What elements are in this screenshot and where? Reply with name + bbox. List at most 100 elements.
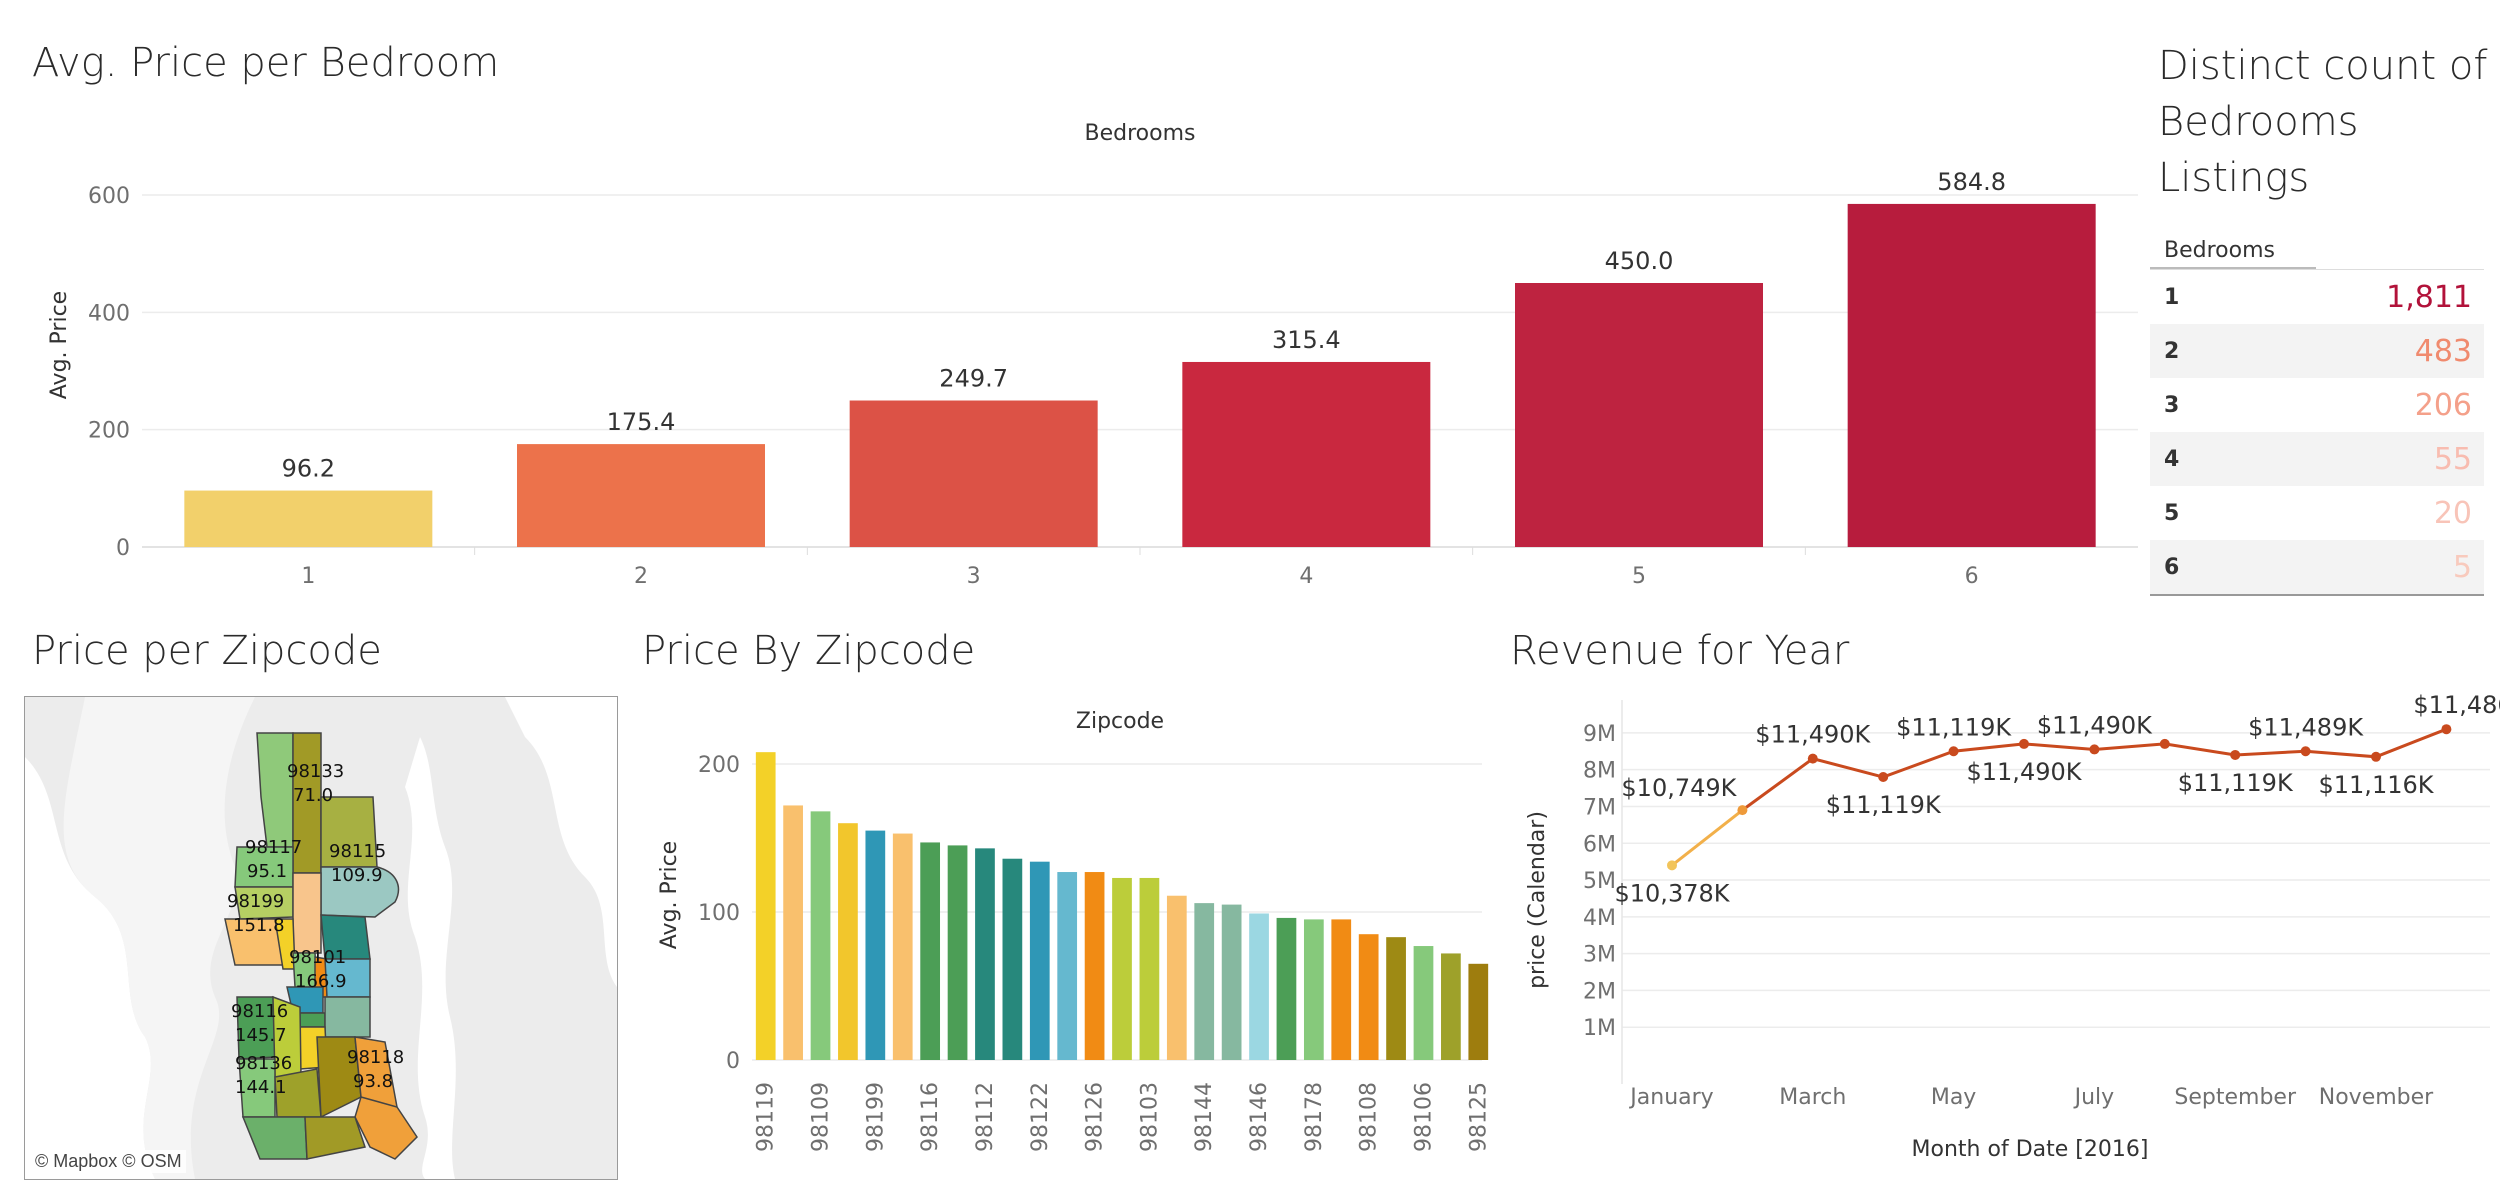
bedroom-count-table: Bedrooms 1 1,811 2 483 3 206 4 55 5 20 6 5 [2150,230,2484,596]
bed-x-tick: 4 [1299,564,1313,589]
bed-bar[interactable] [1182,361,1431,547]
zip-bar[interactable] [1413,946,1434,1060]
zip-bar[interactable] [920,842,941,1060]
table-row[interactable]: 1 1,811 [2150,270,2484,324]
rev-y-tick: 2M [1583,979,1616,1004]
rev-x-tick: September [2174,1085,2297,1110]
zip-x-tick: 98146 [1247,1082,1272,1152]
zip-bar[interactable] [975,848,995,1060]
zip-98168[interactable] [304,1116,366,1160]
zip-x-tick: 98116 [918,1082,943,1152]
zip-98144[interactable] [324,996,371,1038]
table-row-value: 20 [2433,495,2472,531]
rev-point-label: $11,490K [1755,721,1871,749]
zip-bar[interactable] [1194,903,1215,1060]
zip-98115[interactable] [320,866,400,918]
rev-point[interactable] [1667,860,1677,871]
bed-x-tick: 2 [634,564,648,589]
zip-bar[interactable] [1249,913,1269,1060]
zip-bar[interactable] [1112,877,1132,1060]
water-puget [63,697,255,1179]
table-row-key: 2 [2164,338,2180,364]
zip-bar[interactable] [1029,861,1050,1060]
rev-point[interactable] [2019,738,2029,749]
rev-x-tick: July [2073,1085,2115,1110]
bed-bar[interactable] [1847,203,2096,547]
rev-point[interactable] [1878,772,1889,783]
rev-y-tick: 1M [1583,1016,1616,1041]
zip-bar[interactable] [1331,919,1352,1060]
bed-y-tick: 0 [116,536,130,561]
table-row-value: 5 [2452,549,2472,585]
zip-bar[interactable] [1303,919,1324,1060]
zip-x-tick: 98109 [809,1082,834,1152]
zip-bar[interactable] [1221,904,1242,1060]
bedroom-x-axis-title: Bedrooms [1085,121,1196,146]
zip-bar[interactable] [1057,872,1078,1060]
zip-98105[interactable] [292,872,322,954]
zip-bar[interactable] [783,805,803,1060]
rev-point[interactable] [2300,746,2311,757]
bed-bar[interactable] [517,444,765,547]
table-row[interactable]: 3 206 [2150,378,2484,432]
rev-point-label: $11,116K [2319,771,2435,799]
zip-bar[interactable] [1276,917,1297,1060]
rev-point[interactable] [2089,744,2100,755]
rev-line-start [1671,808,1744,867]
rev-point[interactable] [1737,805,1748,816]
rev-point[interactable] [2371,751,2381,762]
zip-bar[interactable] [947,845,968,1060]
zip-bar[interactable] [1002,858,1023,1060]
table-row[interactable]: 5 20 [2150,486,2484,540]
zip-bar[interactable] [1441,953,1461,1060]
zip-98178[interactable] [354,1096,418,1160]
zipcode-map[interactable]: 98133 71.0 98117 95.1 98115 109.9 98199 151.8 98… [24,696,618,1180]
bed-bar[interactable] [849,400,1098,547]
bed-y-tick: 200 [88,419,130,444]
rev-point[interactable] [1948,746,1959,757]
bed-bar-label: 96.2 [282,455,335,483]
rev-point-label: $11,119K [1826,791,1942,819]
zip-y-tick: 0 [726,1049,740,1074]
zip-bar[interactable] [755,752,776,1060]
rev-point[interactable] [2159,738,2170,749]
zip-bar[interactable] [1084,872,1105,1060]
zip-bar[interactable] [1139,877,1160,1060]
zip-98177[interactable] [256,732,294,848]
map-value-label: 145.7 [235,1025,287,1046]
rev-point-label: $10,378K [1615,879,1731,907]
map-zip-label: 98199 [227,891,284,912]
zip-x-axis-title: Zipcode [1076,709,1164,734]
table-row-value: 1,811 [2386,279,2472,315]
rev-point[interactable] [1807,753,1818,764]
zip-98146[interactable] [241,1116,308,1160]
bed-bar[interactable] [1515,283,1763,547]
table-row[interactable]: 2 483 [2150,324,2484,378]
rev-point[interactable] [2230,749,2241,760]
zip-bar[interactable] [810,811,831,1060]
zip-x-tick: 98126 [1083,1082,1108,1152]
table-row-key: 6 [2164,554,2180,580]
revenue-chart-title: Revenue for Year [1510,628,1850,674]
rev-point[interactable] [2441,724,2452,735]
zip-bar[interactable] [838,823,858,1060]
table-row[interactable]: 4 55 [2150,432,2484,486]
bed-bar[interactable] [184,490,433,547]
zip-bar[interactable] [1166,895,1187,1060]
zip-bar[interactable] [1358,934,1379,1060]
zip-x-tick: 98112 [973,1082,998,1152]
zip-bar[interactable] [1468,963,1489,1060]
table-row-key: 1 [2164,284,2180,310]
map-attribution: © Mapbox © OSM [31,1150,186,1173]
zip-bar[interactable] [865,830,886,1060]
bed-y-tick: 600 [88,184,130,209]
water-left [25,757,155,1179]
rev-point-label: $11,490K [1967,758,2083,786]
bedroom-chart-title: Avg. Price per Bedroom [32,40,500,86]
rev-point-label: $11,486K [2413,691,2500,719]
zip-bar[interactable] [892,833,913,1060]
map-value-label: 71.0 [293,785,333,806]
zip-bar[interactable] [1386,937,1406,1060]
rev-x-axis-title: Month of Date [2016] [1912,1137,2149,1162]
